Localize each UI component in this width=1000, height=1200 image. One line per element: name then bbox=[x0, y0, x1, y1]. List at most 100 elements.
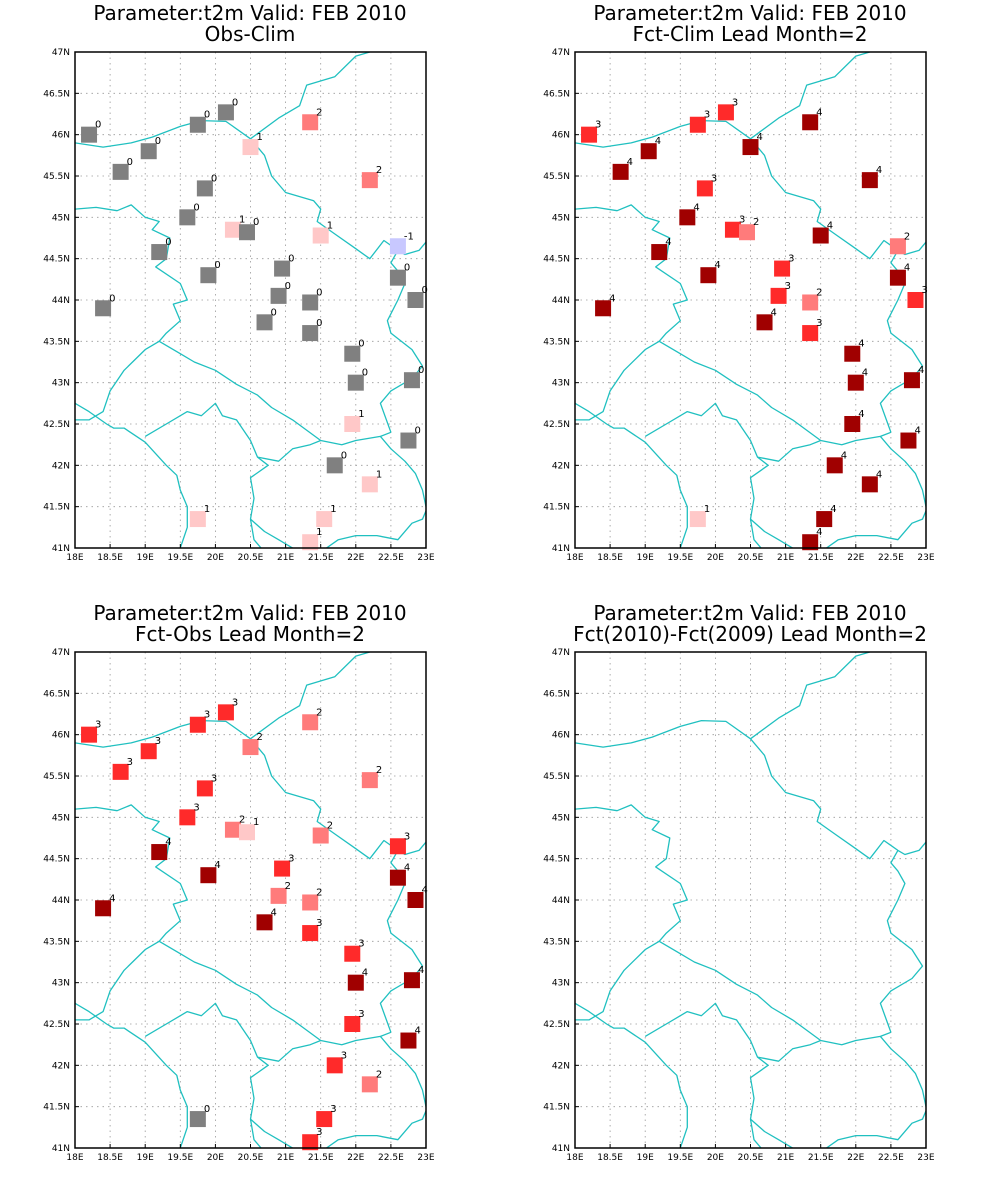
y-tick-label: 42N bbox=[52, 461, 70, 471]
station-marker: 4 bbox=[861, 469, 882, 493]
x-tick-label: 20E bbox=[707, 553, 724, 563]
station-value-label: 3 bbox=[341, 1050, 347, 1061]
border-line bbox=[379, 1035, 426, 1107]
station-marker: 4 bbox=[812, 221, 833, 244]
station-value-label: 4 bbox=[914, 426, 920, 437]
x-tick-label: 21.5E bbox=[308, 1153, 334, 1163]
station-marker: 0 bbox=[179, 202, 200, 226]
station-value-label: 4 bbox=[271, 907, 277, 918]
station-square bbox=[81, 126, 98, 143]
station-square bbox=[361, 772, 378, 789]
country-borders bbox=[575, 652, 926, 1148]
grid bbox=[575, 652, 926, 1148]
station-marker: 4 bbox=[595, 293, 615, 317]
y-tick-label: 42N bbox=[552, 1061, 570, 1071]
station-marker: 0 bbox=[347, 368, 368, 391]
y-tick-label: 45.5N bbox=[543, 772, 570, 782]
station-marker: 3 bbox=[326, 1050, 347, 1074]
border-line bbox=[75, 719, 426, 860]
x-tick-label: 18.5E bbox=[97, 553, 123, 563]
station-marker: 2 bbox=[302, 707, 323, 731]
y-tick-label: 43.5N bbox=[43, 937, 70, 947]
station-marker: 4 bbox=[844, 339, 865, 362]
station-marker: 3 bbox=[140, 736, 161, 760]
station-marker: 1 bbox=[302, 527, 323, 551]
y-tick-label: 44.5N bbox=[543, 855, 570, 865]
station-marker: 4 bbox=[844, 409, 865, 432]
x-tick-label: 22E bbox=[347, 553, 364, 563]
station-marker: 4 bbox=[400, 1026, 421, 1049]
station-marker: 3 bbox=[302, 1127, 323, 1151]
station-square bbox=[112, 163, 129, 180]
border-line bbox=[257, 439, 321, 462]
border-line bbox=[325, 1110, 426, 1148]
y-tick-label: 47N bbox=[552, 48, 570, 58]
station-marker: 3 bbox=[112, 757, 133, 780]
border-line bbox=[75, 119, 426, 260]
station-square bbox=[274, 260, 291, 277]
station-value-label: 2 bbox=[904, 231, 910, 242]
station-value-label: 2 bbox=[316, 887, 322, 898]
x-tick-label: 20.5E bbox=[738, 553, 764, 563]
border-line bbox=[75, 204, 188, 421]
border-line bbox=[575, 204, 688, 421]
station-value-label: 4 bbox=[816, 107, 822, 118]
y-tick-label: 42.5N bbox=[543, 1020, 570, 1030]
station-value-label: 3 bbox=[358, 1009, 364, 1020]
station-marker: 3 bbox=[344, 939, 365, 962]
station-square bbox=[679, 209, 696, 226]
station-square bbox=[389, 238, 406, 255]
x-tick-label: 18E bbox=[566, 1153, 583, 1163]
border-line bbox=[158, 340, 392, 446]
station-marker: 0 bbox=[189, 1104, 210, 1128]
station-square bbox=[344, 1016, 361, 1032]
station-marker: 2 bbox=[361, 1069, 382, 1093]
x-tick-label: 21E bbox=[277, 1153, 294, 1163]
station-value-label: 1 bbox=[330, 504, 336, 515]
y-tick-label: 43.5N bbox=[43, 337, 70, 347]
station-marker: 1 bbox=[189, 504, 210, 528]
y-tick-label: 42N bbox=[52, 1061, 70, 1071]
y-tick-label: 44.5N bbox=[543, 255, 570, 265]
y-tick-label: 41N bbox=[52, 544, 70, 554]
x-tick-label: 19E bbox=[637, 553, 654, 563]
station-square bbox=[200, 267, 217, 284]
station-value-label: 2 bbox=[239, 815, 245, 826]
y-tick-label: 41.5N bbox=[43, 503, 70, 513]
station-value-label: 2 bbox=[285, 881, 291, 892]
border-line bbox=[750, 518, 795, 548]
x-tick-label: 20E bbox=[207, 1153, 224, 1163]
station-marker: 0 bbox=[302, 318, 323, 342]
station-value-label: 1 bbox=[704, 504, 710, 515]
x-tick-label: 22E bbox=[847, 1153, 864, 1163]
x-tick-label: 20.5E bbox=[738, 1153, 764, 1163]
station-marker: 0 bbox=[344, 339, 365, 362]
station-square bbox=[861, 172, 878, 189]
country-borders bbox=[75, 652, 426, 1148]
border-line bbox=[757, 1039, 821, 1062]
station-square bbox=[700, 267, 717, 284]
station-marker: 2 bbox=[361, 165, 382, 189]
y-tick-label: 42.5N bbox=[543, 420, 570, 430]
x-tick-label: 21.5E bbox=[808, 553, 834, 563]
station-marker: 1 bbox=[689, 504, 710, 528]
station-marker: 4 bbox=[816, 504, 837, 528]
station-marker: 0 bbox=[400, 426, 421, 449]
y-tick-label: 45N bbox=[552, 213, 570, 223]
station-marker: 0 bbox=[140, 136, 161, 160]
panel-subtitle: Fct-Clim Lead Month=2 bbox=[632, 22, 867, 46]
y-tick-label: 41.5N bbox=[543, 1103, 570, 1113]
station-value-label: 4 bbox=[918, 365, 924, 376]
station-value-label: 3 bbox=[232, 697, 238, 708]
station-marker: 2 bbox=[802, 287, 823, 311]
panel-subtitle: Fct-Obs Lead Month=2 bbox=[135, 622, 365, 646]
station-marker: 2 bbox=[302, 107, 323, 131]
station-marker: 3 bbox=[81, 720, 101, 743]
axis-ticks: 18E 18.5E 19E 19.5E 20E 20.5E 21E 21.5E 22E 22.5E… bbox=[543, 48, 935, 563]
station-square bbox=[595, 300, 612, 317]
y-tick-label: 47N bbox=[552, 648, 570, 658]
y-tick-label: 44.5N bbox=[43, 255, 70, 265]
x-tick-label: 23E bbox=[417, 553, 434, 563]
